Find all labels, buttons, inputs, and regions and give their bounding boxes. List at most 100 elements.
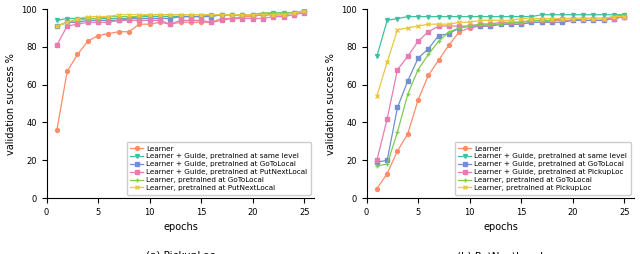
Learner + Guide, pretrained at same level	[177, 15, 184, 18]
Learner	[53, 129, 61, 132]
Learner + Guide, pretrained at PickupLoc	[486, 23, 494, 26]
Learner + Guide, pretrained at GoToLocal	[197, 15, 205, 18]
Learner	[115, 30, 122, 33]
Learner + Guide, pretrained at same level	[394, 17, 401, 20]
Learner + Guide, pretrained at GoToLocal	[600, 19, 607, 22]
Learner, pretrained at GoToLocal	[197, 13, 205, 16]
Learner + Guide, pretrained at GoToLocal	[53, 25, 61, 28]
Learner, pretrained at GoToLocal	[136, 15, 143, 18]
Learner + Guide, pretrained at same level	[373, 55, 381, 58]
Learner	[383, 172, 391, 175]
Line: Learner + Guide, pretrained at same level: Learner + Guide, pretrained at same leve…	[375, 13, 626, 58]
Learner, pretrained at PutNextLocal	[94, 15, 102, 18]
Legend: Learner, Learner + Guide, pretrained at same level, Learner + Guide, pretrained : Learner, Learner + Guide, pretrained at …	[127, 142, 311, 195]
Learner + Guide, pretrained at PickupLoc	[610, 17, 618, 20]
Learner + Guide, pretrained at same level	[239, 13, 246, 16]
Learner, pretrained at GoToLocal	[517, 21, 525, 24]
Learner, pretrained at PickupLoc	[497, 19, 504, 22]
Learner + Guide, pretrained at GoToLocal	[280, 13, 287, 16]
Learner, pretrained at PickupLoc	[507, 19, 515, 22]
Learner, pretrained at GoToLocal	[259, 11, 267, 14]
Learner + Guide, pretrained at PutNextLocal	[146, 19, 154, 22]
Learner	[476, 25, 484, 28]
Learner, pretrained at GoToLocal	[589, 17, 597, 20]
Learner, pretrained at GoToLocal	[187, 13, 195, 16]
Learner, pretrained at PickupLoc	[548, 17, 556, 20]
Learner, pretrained at PickupLoc	[383, 60, 391, 64]
Learner + Guide, pretrained at PutNextLocal	[259, 17, 267, 20]
Learner, pretrained at GoToLocal	[486, 23, 494, 26]
Learner, pretrained at PickupLoc	[600, 17, 607, 20]
Learner + Guide, pretrained at GoToLocal	[610, 17, 618, 20]
Learner + Guide, pretrained at PutNextLocal	[94, 21, 102, 24]
X-axis label: epochs: epochs	[163, 223, 198, 232]
Learner + Guide, pretrained at same level	[559, 13, 566, 16]
Learner + Guide, pretrained at PutNextLocal	[228, 17, 236, 20]
Learner, pretrained at PickupLoc	[466, 21, 474, 24]
Learner + Guide, pretrained at same level	[445, 15, 453, 18]
Learner	[600, 17, 607, 20]
Learner + Guide, pretrained at same level	[538, 13, 545, 16]
Learner + Guide, pretrained at GoToLocal	[394, 106, 401, 109]
Learner, pretrained at GoToLocal	[218, 13, 225, 16]
Learner	[589, 17, 597, 20]
Learner + Guide, pretrained at same level	[104, 17, 112, 20]
Learner + Guide, pretrained at PickupLoc	[579, 17, 587, 20]
Learner, pretrained at PutNextLocal	[228, 13, 236, 16]
Learner, pretrained at GoToLocal	[424, 53, 432, 56]
Learner + Guide, pretrained at same level	[507, 15, 515, 18]
Learner + Guide, pretrained at same level	[620, 13, 628, 16]
Text: (b) PutNextLocal: (b) PutNextLocal	[458, 251, 543, 254]
Learner, pretrained at GoToLocal	[63, 21, 71, 24]
Learner + Guide, pretrained at PickupLoc	[383, 117, 391, 120]
Learner + Guide, pretrained at GoToLocal	[620, 15, 628, 18]
Learner + Guide, pretrained at GoToLocal	[383, 159, 391, 162]
Learner, pretrained at PutNextLocal	[156, 13, 164, 16]
Learner + Guide, pretrained at PickupLoc	[435, 25, 442, 28]
Learner + Guide, pretrained at GoToLocal	[290, 11, 298, 14]
Learner + Guide, pretrained at PutNextLocal	[74, 23, 81, 26]
Learner + Guide, pretrained at GoToLocal	[424, 47, 432, 50]
Learner + Guide, pretrained at same level	[435, 15, 442, 18]
Learner + Guide, pretrained at same level	[414, 15, 422, 18]
Line: Learner + Guide, pretrained at GoToLocal: Learner + Guide, pretrained at GoToLocal	[375, 15, 626, 164]
Learner + Guide, pretrained at GoToLocal	[177, 15, 184, 18]
Learner, pretrained at GoToLocal	[404, 93, 412, 96]
Learner, pretrained at GoToLocal	[207, 13, 215, 16]
Learner	[538, 21, 545, 24]
Learner + Guide, pretrained at PutNextLocal	[104, 21, 112, 24]
Learner, pretrained at GoToLocal	[53, 25, 61, 28]
Learner, pretrained at GoToLocal	[569, 17, 577, 20]
Learner + Guide, pretrained at same level	[548, 13, 556, 16]
Learner, pretrained at PutNextLocal	[115, 13, 122, 16]
Learner + Guide, pretrained at same level	[197, 15, 205, 18]
Learner + Guide, pretrained at GoToLocal	[373, 161, 381, 164]
Learner, pretrained at PickupLoc	[559, 17, 566, 20]
Learner + Guide, pretrained at same level	[404, 15, 412, 18]
Learner	[136, 23, 143, 26]
Line: Learner: Learner	[375, 15, 626, 190]
Learner, pretrained at GoToLocal	[115, 15, 122, 18]
Learner, pretrained at GoToLocal	[177, 13, 184, 16]
Learner, pretrained at PickupLoc	[538, 17, 545, 20]
Learner + Guide, pretrained at PutNextLocal	[177, 19, 184, 22]
Learner, pretrained at PutNextLocal	[259, 13, 267, 16]
Learner	[228, 17, 236, 20]
Learner + Guide, pretrained at GoToLocal	[486, 25, 494, 28]
Learner + Guide, pretrained at GoToLocal	[104, 19, 112, 22]
Learner, pretrained at PutNextLocal	[187, 13, 195, 16]
Learner	[74, 53, 81, 56]
Learner, pretrained at GoToLocal	[383, 163, 391, 166]
Learner + Guide, pretrained at GoToLocal	[74, 21, 81, 24]
Learner, pretrained at PickupLoc	[394, 28, 401, 31]
Learner	[579, 17, 587, 20]
Learner	[404, 132, 412, 135]
Learner + Guide, pretrained at same level	[290, 11, 298, 14]
Learner + Guide, pretrained at same level	[486, 15, 494, 18]
Learner, pretrained at GoToLocal	[497, 23, 504, 26]
Learner, pretrained at PutNextLocal	[269, 13, 277, 16]
Learner	[197, 21, 205, 24]
Learner + Guide, pretrained at PutNextLocal	[218, 19, 225, 22]
Learner, pretrained at PutNextLocal	[207, 13, 215, 16]
Learner + Guide, pretrained at same level	[527, 15, 535, 18]
